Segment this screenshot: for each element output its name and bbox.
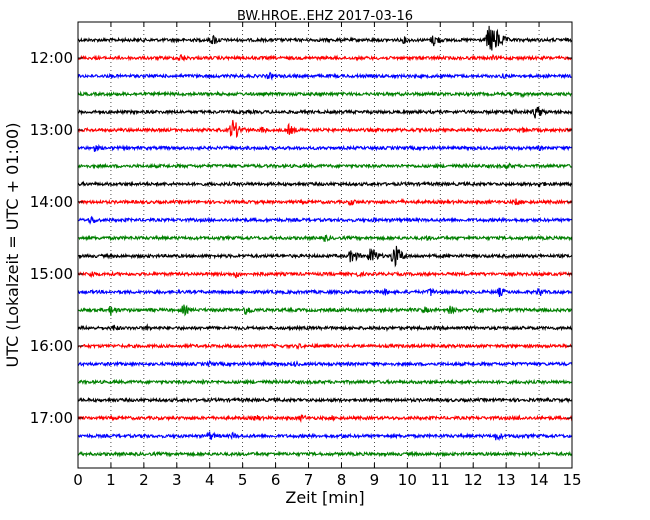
- tick-layer: 0 1 2 3 4 5 6 7 8 9 10 11 12 13 14 1512:0013:0014:0015:…: [30, 22, 582, 489]
- seismic-trace: [77, 162, 573, 171]
- seismic-trace: [77, 245, 573, 268]
- seismic-trace: [77, 180, 573, 188]
- seismic-trace: [77, 106, 573, 119]
- seismic-trace: [77, 287, 573, 298]
- seismic-trace: [77, 378, 573, 386]
- y-axis-label: UTC (Lokalzeit = UTC + 01:00): [3, 123, 22, 368]
- x-axis-label: Zeit [min]: [285, 488, 364, 507]
- y-tick-label: 17:00: [30, 409, 73, 427]
- seismic-trace: [77, 431, 573, 442]
- seismic-trace: [77, 304, 573, 317]
- y-tick-label: 14:00: [30, 193, 73, 211]
- seismic-trace: [77, 90, 573, 99]
- x-tick-label: 8: [337, 471, 347, 489]
- seismic-trace: [77, 270, 573, 279]
- seismic-trace: [77, 450, 573, 458]
- trace-layer: [77, 25, 573, 458]
- seismic-trace: [77, 25, 573, 51]
- seismic-trace: [77, 233, 573, 243]
- seismic-trace: [77, 143, 573, 152]
- seismic-trace: [77, 215, 573, 225]
- x-tick-label: 15: [562, 471, 581, 489]
- x-tick-label: 11: [431, 471, 450, 489]
- seismic-trace: [77, 53, 573, 62]
- seismic-trace: [77, 119, 573, 139]
- x-tick-label: 4: [205, 471, 215, 489]
- x-tick-label: 10: [398, 471, 417, 489]
- y-tick-label: 16:00: [30, 337, 73, 355]
- y-tick-label: 13:00: [30, 121, 73, 139]
- y-tick-label: 15:00: [30, 265, 73, 283]
- chart-title: BW.HROE..EHZ 2017-03-16: [237, 9, 413, 24]
- seismic-trace: [77, 197, 573, 207]
- seismic-trace: [77, 71, 573, 81]
- x-tick-label: 7: [304, 471, 314, 489]
- x-tick-label: 6: [271, 471, 281, 489]
- seismic-trace: [77, 323, 573, 332]
- x-tick-label: 3: [172, 471, 182, 489]
- x-tick-label: 13: [497, 471, 516, 489]
- plot-frame: [77, 21, 573, 469]
- seismic-trace: [77, 342, 573, 351]
- y-tick-label: 12:00: [30, 49, 73, 67]
- seismic-trace: [77, 413, 573, 424]
- seismic-trace: [77, 359, 573, 368]
- x-tick-label: 12: [464, 471, 483, 489]
- seismic-trace: [77, 396, 573, 404]
- x-tick-label: 1: [106, 471, 116, 489]
- x-tick-label: 9: [370, 471, 380, 489]
- x-tick-label: 0: [73, 471, 83, 489]
- x-tick-label: 5: [238, 471, 248, 489]
- x-tick-label: 14: [530, 471, 549, 489]
- x-tick-label: 2: [139, 471, 149, 489]
